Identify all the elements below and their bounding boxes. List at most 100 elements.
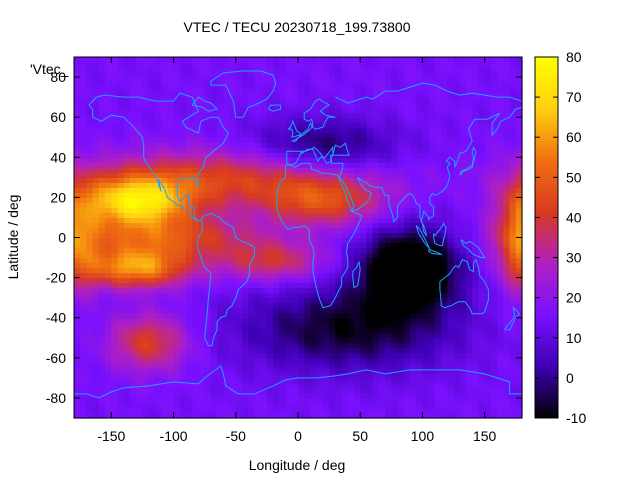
heatmap-cell [130, 262, 137, 269]
heatmap-cell [372, 382, 380, 389]
heatmap-cell [173, 102, 181, 108]
heatmap-cell [254, 202, 262, 209]
heatmap-cell [105, 327, 112, 334]
heatmap-cell [291, 337, 299, 344]
heatmap-cell [204, 177, 212, 183]
heatmap-cell [441, 397, 448, 404]
heatmap-cell [360, 307, 368, 314]
heatmap-cell [142, 332, 150, 339]
heatmap-cell [360, 232, 368, 239]
heatmap-cell [260, 122, 268, 128]
heatmap-cell [441, 152, 448, 158]
heatmap-cell [459, 142, 467, 148]
heatmap-cell [279, 147, 287, 153]
heatmap-cell [285, 292, 293, 299]
heatmap-cell [466, 287, 473, 294]
heatmap-cell [136, 232, 144, 239]
heatmap-cell [242, 377, 249, 384]
heatmap-cell [74, 127, 81, 133]
heatmap-cell [304, 132, 312, 138]
heatmap-cell [304, 77, 312, 83]
heatmap-cell [478, 182, 486, 188]
heatmap-cell [279, 312, 287, 319]
heatmap-cell [123, 322, 131, 329]
heatmap-cell [74, 182, 81, 188]
heatmap-cell [329, 62, 336, 68]
heatmap-cell [466, 77, 473, 83]
heatmap-cell [422, 57, 430, 63]
heatmap-cell [154, 212, 162, 219]
heatmap-cell [98, 292, 106, 299]
heatmap-cell [179, 267, 187, 274]
heatmap-cell [136, 157, 144, 163]
heatmap-cell [217, 297, 224, 304]
heatmap-cell [192, 352, 200, 359]
heatmap-cell [360, 117, 368, 123]
heatmap-cell [242, 367, 249, 374]
heatmap-cell [422, 287, 430, 294]
heatmap-cell [378, 227, 386, 234]
heatmap-cell [105, 162, 112, 168]
heatmap-cell [459, 87, 467, 93]
heatmap-cell [248, 182, 256, 188]
heatmap-cell [484, 132, 492, 138]
heatmap-cell [260, 327, 268, 334]
heatmap-cell [105, 322, 112, 329]
heatmap-cell [235, 77, 243, 83]
heatmap-cell [354, 82, 361, 88]
heatmap-cell [198, 322, 206, 329]
heatmap-cell [366, 197, 374, 203]
heatmap-cell [459, 232, 467, 239]
heatmap-cell [497, 192, 504, 198]
heatmap-cell [167, 257, 175, 264]
heatmap-cell [186, 177, 193, 183]
heatmap-cell [335, 197, 343, 203]
heatmap-cell [229, 307, 237, 314]
heatmap-cell [74, 282, 81, 289]
heatmap-cell [385, 207, 392, 214]
heatmap-cell [441, 57, 448, 63]
heatmap-cell [410, 207, 417, 214]
heatmap-cell [441, 297, 448, 304]
heatmap-cell [385, 117, 392, 123]
heatmap-cell [154, 72, 162, 78]
heatmap-cell [291, 192, 299, 198]
heatmap-cell [86, 182, 94, 188]
heatmap-cell [322, 67, 330, 73]
heatmap-cell [130, 177, 137, 183]
heatmap-cell [285, 402, 293, 409]
heatmap-cell [497, 152, 504, 158]
heatmap-cell [304, 322, 312, 329]
heatmap-cell [360, 227, 368, 234]
heatmap-cell [148, 237, 156, 244]
heatmap-cell [167, 97, 175, 103]
heatmap-cell [136, 97, 144, 103]
heatmap-cell [322, 372, 330, 379]
heatmap-cell [360, 407, 368, 414]
heatmap-cell [229, 162, 237, 168]
heatmap-cell [497, 127, 504, 133]
heatmap-cell [310, 227, 318, 234]
heatmap-cell [198, 412, 206, 419]
heatmap-cell [490, 77, 498, 83]
heatmap-cell [235, 207, 243, 214]
heatmap-cell [266, 152, 274, 158]
heatmap-cell [484, 372, 492, 379]
heatmap-cell [117, 252, 125, 259]
heatmap-cell [466, 192, 473, 198]
heatmap-cell [466, 137, 473, 143]
heatmap-cell [304, 62, 312, 68]
heatmap-cell [416, 282, 424, 289]
heatmap-cell [136, 267, 144, 274]
heatmap-cell [422, 207, 430, 214]
heatmap-cell [391, 92, 399, 98]
heatmap-cell [74, 327, 81, 334]
heatmap-cell [310, 202, 318, 209]
heatmap-cell [223, 62, 231, 68]
heatmap-cell [459, 262, 467, 269]
heatmap-cell [92, 107, 100, 113]
heatmap-cell [285, 382, 293, 389]
heatmap-cell [403, 372, 411, 379]
heatmap-cell [478, 242, 486, 249]
heatmap-cell [192, 157, 200, 163]
